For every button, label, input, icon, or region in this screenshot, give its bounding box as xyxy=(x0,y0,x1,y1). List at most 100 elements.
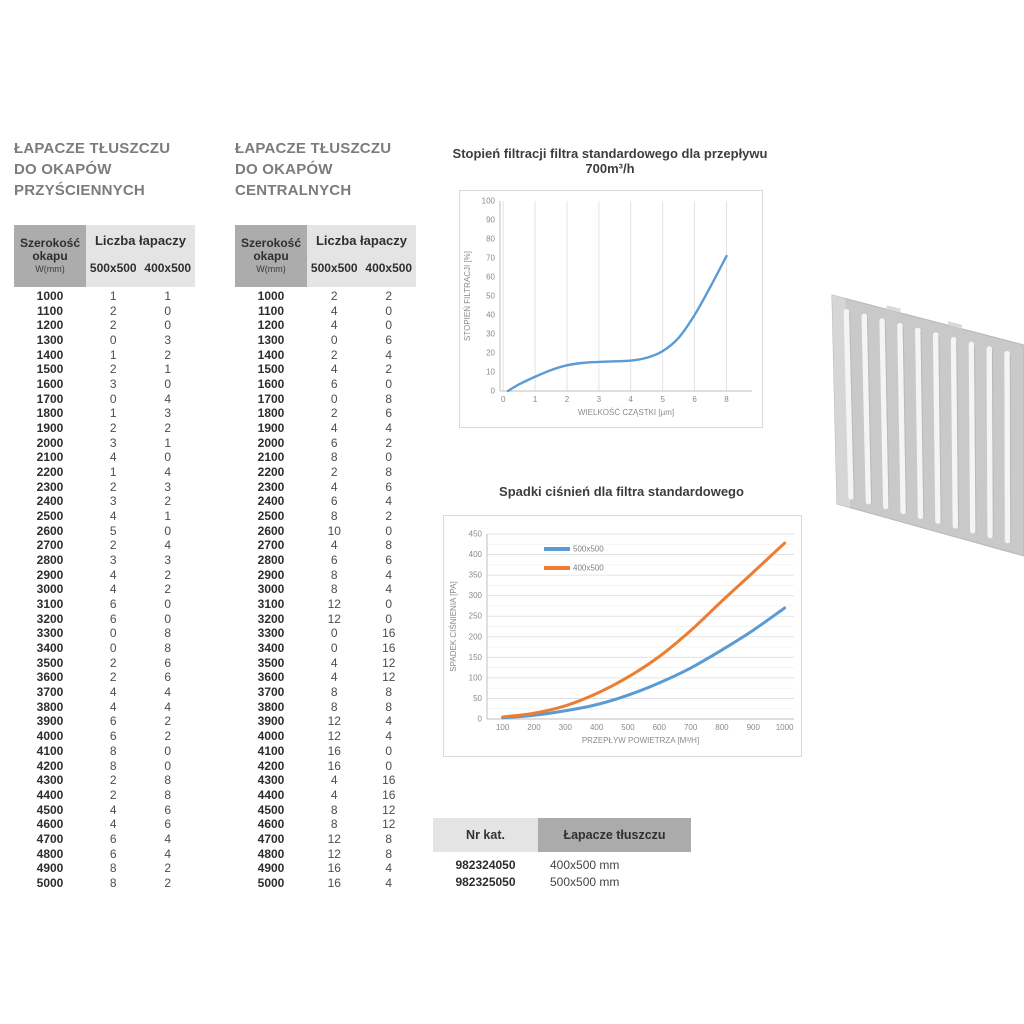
hood-width-cell: 1700 xyxy=(257,391,285,406)
filter-count-cell: 0 xyxy=(109,333,117,348)
filter-count-cell: 2 xyxy=(385,435,393,450)
filter-count-cell: 12 xyxy=(327,831,341,846)
hood-width-cell: 3700 xyxy=(36,685,64,700)
table-row: 2800 3 3 xyxy=(14,553,195,568)
filter-count-cell: 12 xyxy=(327,597,341,612)
svg-text:STOPIEŃ FILTRACJI [%]: STOPIEŃ FILTRACJI [%] xyxy=(463,251,472,341)
filter-count-cell: 6 xyxy=(385,479,393,494)
hood-width-cell: 2300 xyxy=(257,479,285,494)
table-row: 1600 6 0 xyxy=(235,377,416,392)
hood-width-cell: 3500 xyxy=(36,655,64,670)
hood-width-cell: 1800 xyxy=(257,406,285,421)
filter-count-cell: 6 xyxy=(109,831,117,846)
filter-count-cell: 8 xyxy=(109,743,117,758)
filter-count-cell: 2 xyxy=(385,289,393,303)
svg-text:0: 0 xyxy=(491,387,496,396)
table-row: 4200 16 0 xyxy=(235,759,416,774)
svg-text:SPADEK CIŚNIENIA [PA]: SPADEK CIŚNIENIA [PA] xyxy=(449,581,458,671)
filter-count-cell: 6 xyxy=(385,553,393,568)
filter-count-cell: 2 xyxy=(109,773,117,788)
filter-count-cell: 6 xyxy=(330,435,338,450)
subcol-500x500: 500x500 xyxy=(89,260,137,275)
filter-count-cell: 1 xyxy=(164,435,172,450)
svg-text:200: 200 xyxy=(527,723,541,732)
filter-count-cell: 8 xyxy=(385,391,393,406)
filter-count-cell: 12 xyxy=(382,817,396,832)
filter-count-cell: 4 xyxy=(330,655,338,670)
svg-text:1000: 1000 xyxy=(776,723,794,732)
filter-count-cell: 10 xyxy=(327,523,341,538)
filter-count-cell: 1 xyxy=(164,362,172,377)
hood-width-cell: 2500 xyxy=(36,509,64,524)
svg-text:8: 8 xyxy=(724,395,729,404)
filter-count-cell: 1 xyxy=(109,465,117,480)
table-row: 3800 4 4 xyxy=(14,700,195,715)
svg-text:100: 100 xyxy=(469,673,483,682)
hood-width-cell: 2600 xyxy=(36,523,64,538)
filter-count-cell: 2 xyxy=(164,567,172,582)
filter-count-cell: 4 xyxy=(330,479,338,494)
filter-count-cell: 8 xyxy=(330,450,338,465)
hood-width-cell: 3500 xyxy=(257,655,285,670)
filter-count-cell: 6 xyxy=(330,377,338,392)
filter-count-cell: 0 xyxy=(164,523,172,538)
table-row: 4500 4 6 xyxy=(14,803,195,818)
hood-width-cell: 1600 xyxy=(257,377,285,392)
filter-count-cell: 6 xyxy=(109,714,117,729)
svg-text:150: 150 xyxy=(469,653,483,662)
table-row: 1000 1 1 xyxy=(14,289,195,304)
table-row: 1800 1 3 xyxy=(14,406,195,421)
filter-count-cell: 0 xyxy=(385,523,393,538)
table-row: 1600 3 0 xyxy=(14,377,195,392)
filter-count-cell: 8 xyxy=(164,787,172,802)
filter-count-cell: 1 xyxy=(109,406,117,421)
svg-text:400: 400 xyxy=(590,723,604,732)
filter-count-cell: 6 xyxy=(330,494,338,509)
hood-width-cell: 2800 xyxy=(36,553,64,568)
hood-width-cell: 2000 xyxy=(36,435,64,450)
hood-width-header: Szerokość okapu W(mm) xyxy=(235,225,307,287)
header-group-label: Liczba łapaczy xyxy=(315,233,408,248)
hood-width-cell: 1700 xyxy=(36,391,64,406)
filter-count-cell: 0 xyxy=(164,318,172,333)
filter-count-cell: 8 xyxy=(109,758,117,773)
hood-width-cell: 4400 xyxy=(36,787,64,802)
hood-width-cell: 4100 xyxy=(257,743,285,758)
filter-count-cell: 0 xyxy=(164,450,172,465)
filter-count-cell: 2 xyxy=(164,421,172,436)
filter-count-cell: 6 xyxy=(164,655,172,670)
baffle-grease-filter-illustration xyxy=(831,294,1024,557)
filter-count-cell: 6 xyxy=(385,333,393,348)
table-row: 4100 16 0 xyxy=(235,744,416,759)
filter-count-cell: 4 xyxy=(385,582,393,597)
filter-count-cell: 4 xyxy=(164,699,172,714)
section-title-wall-hoods: ŁAPACZE TŁUSZCZU DO OKAPÓW PRZYŚCIENNYCH xyxy=(14,138,224,201)
filter-count-cell: 4 xyxy=(385,875,393,890)
hood-width-cell: 4200 xyxy=(36,758,64,773)
table-row: 2600 5 0 xyxy=(14,524,195,539)
hood-width-cell: 4900 xyxy=(257,861,285,876)
filter-count-cell: 2 xyxy=(330,465,338,480)
filter-count-cell: 1 xyxy=(109,347,117,362)
filter-count-cell: 3 xyxy=(109,377,117,392)
table-row: 4400 2 8 xyxy=(14,788,195,803)
filter-count-cell: 16 xyxy=(382,773,396,788)
hood-width-cell: 5000 xyxy=(257,875,285,890)
hood-width-cell: 2300 xyxy=(36,479,64,494)
table-row: 2100 8 0 xyxy=(235,450,416,465)
table-row: 4600 4 6 xyxy=(14,817,195,832)
table-row: 3200 12 0 xyxy=(235,612,416,627)
filter-count-cell: 4 xyxy=(330,538,338,553)
table-row: 1500 4 2 xyxy=(235,362,416,377)
filter-count-cell: 0 xyxy=(164,743,172,758)
filter-count-cell: 0 xyxy=(330,333,338,348)
filter-count-cell: 0 xyxy=(385,611,393,626)
table-row: 2000 6 2 xyxy=(235,436,416,451)
filter-count-cell: 2 xyxy=(385,362,393,377)
hood-width-cell: 2700 xyxy=(257,538,285,553)
filter-count-cell: 5 xyxy=(109,523,117,538)
table-row: 4800 6 4 xyxy=(14,847,195,862)
table-row: 3500 2 6 xyxy=(14,656,195,671)
table-header: Szerokość okapu W(mm) Liczba łapaczy 500… xyxy=(235,225,416,287)
filter-count-cell: 0 xyxy=(385,758,393,773)
